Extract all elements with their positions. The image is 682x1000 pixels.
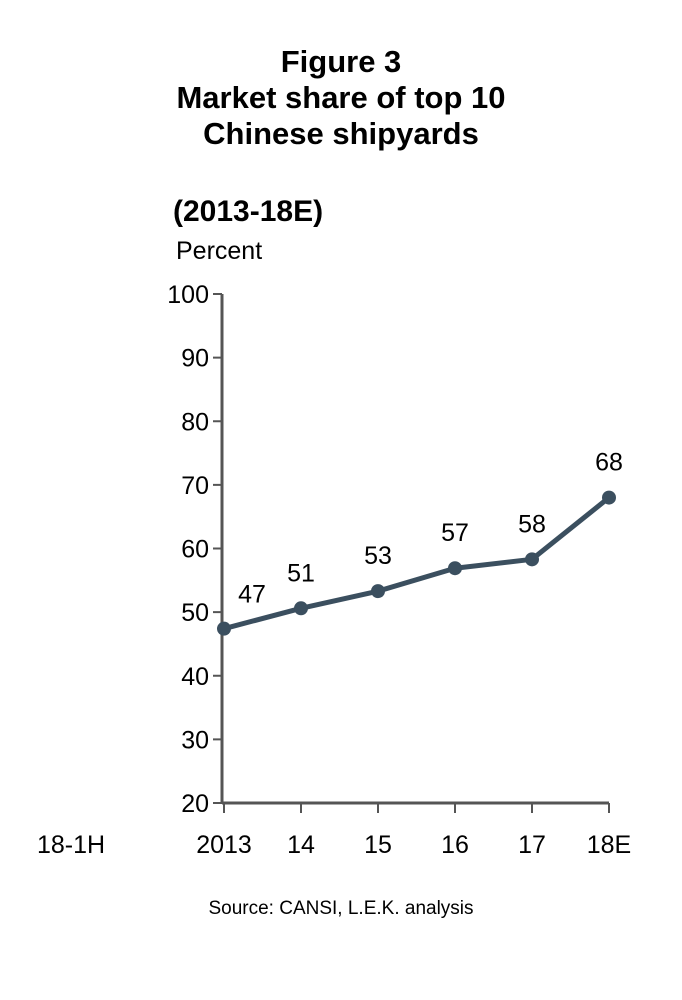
x-tick-label: 16: [441, 831, 469, 859]
series-line: [223, 495, 611, 632]
data-point: [294, 601, 308, 616]
chart-range: (2013-18E): [173, 195, 324, 228]
y-axis-unit-label: Percent: [176, 237, 263, 265]
data-label: 53: [364, 542, 392, 570]
data-label: 57: [441, 519, 469, 547]
x-tick-label: 14: [287, 831, 315, 859]
x-tick-label: 2013: [196, 831, 252, 859]
y-tick-label: 80: [181, 408, 209, 436]
data-point: [217, 621, 231, 636]
figure-label: Figure 3: [280, 44, 402, 79]
data-point: [371, 584, 385, 599]
chart-title: Figure 3 Market share of top 10 Chinese …: [0, 44, 682, 152]
axes: 20 30 40 50 60 70 80 90 100 2013 14 15 16 17 18E 18-1H: [37, 281, 631, 859]
x-tick-label: 15: [364, 831, 392, 859]
y-tick-label: 30: [181, 726, 209, 754]
data-label: 47: [238, 581, 266, 609]
data-point: [448, 561, 462, 576]
series-group: 47 51 53 57 58 68: [217, 449, 623, 636]
data-point: [525, 552, 539, 567]
data-label: 68: [595, 449, 623, 477]
title-line-1: Market share of top 10: [176, 80, 506, 115]
y-tick-label: 100: [167, 281, 209, 309]
data-label: 58: [518, 510, 546, 538]
source-note: Source: CANSI, L.E.K. analysis: [208, 898, 474, 919]
x-tick-label: 18E: [587, 831, 631, 859]
y-tick-label: 70: [181, 472, 209, 500]
y-tick-label: 90: [181, 345, 209, 373]
title-line-2: Chinese shipyards: [203, 116, 479, 151]
y-tick-label: 40: [181, 663, 209, 691]
y-tick-label: 20: [181, 790, 209, 818]
data-label: 51: [287, 559, 315, 587]
y-tick-label: 50: [181, 599, 209, 627]
x-extra-label: 18-1H: [37, 831, 105, 859]
x-tick-label: 17: [518, 831, 546, 859]
y-tick-label: 60: [181, 536, 209, 564]
data-point: [602, 490, 616, 505]
